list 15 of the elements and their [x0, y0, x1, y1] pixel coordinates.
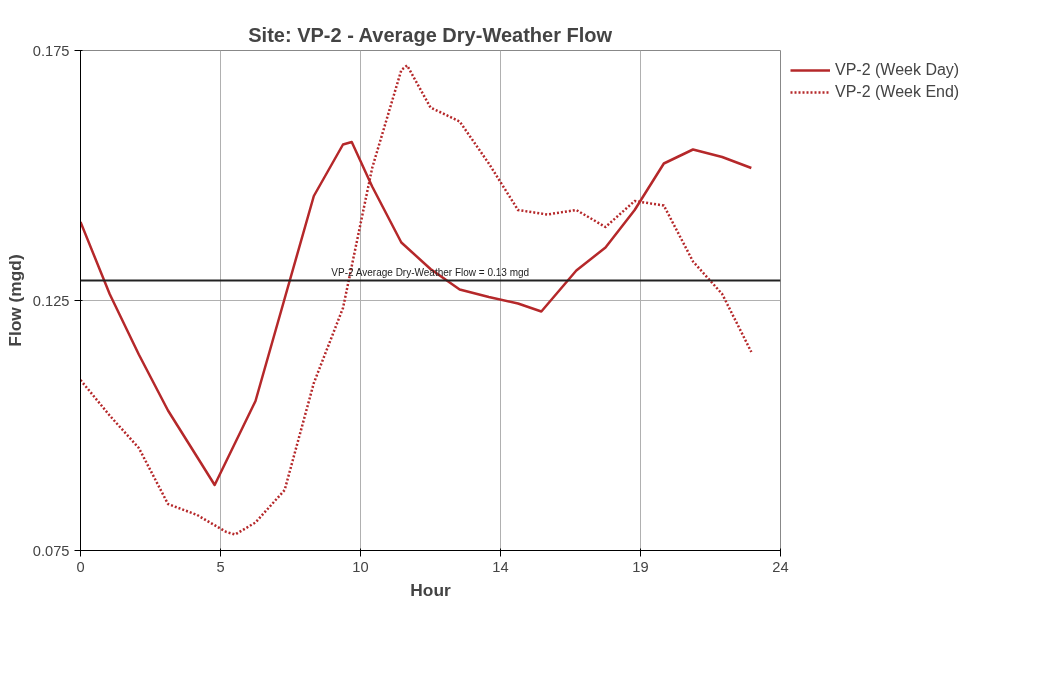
x-axis-title: Hour — [410, 579, 451, 600]
x-tick-label: 24 — [772, 558, 789, 575]
x-tick-label: 19 — [632, 558, 649, 575]
legend-label: VP-2 (Week End) — [835, 83, 960, 101]
legend-label: VP-2 (Week Day) — [835, 61, 960, 79]
y-tick-label: 0.125 — [32, 292, 70, 309]
y-axis-title: Flow (mgd) — [4, 254, 25, 347]
x-tick-label: 0 — [76, 558, 85, 575]
x-tick-label: 5 — [216, 558, 225, 575]
x-tick-label: 10 — [352, 558, 369, 575]
y-tick-label: 0.075 — [32, 542, 70, 559]
line-series — [80, 64, 753, 536]
x-tick-label: 14 — [492, 558, 509, 575]
chart-title: Site: VP-2 - Average Dry-Weather Flow — [248, 23, 613, 46]
y-tick-label: 0.175 — [32, 42, 70, 59]
